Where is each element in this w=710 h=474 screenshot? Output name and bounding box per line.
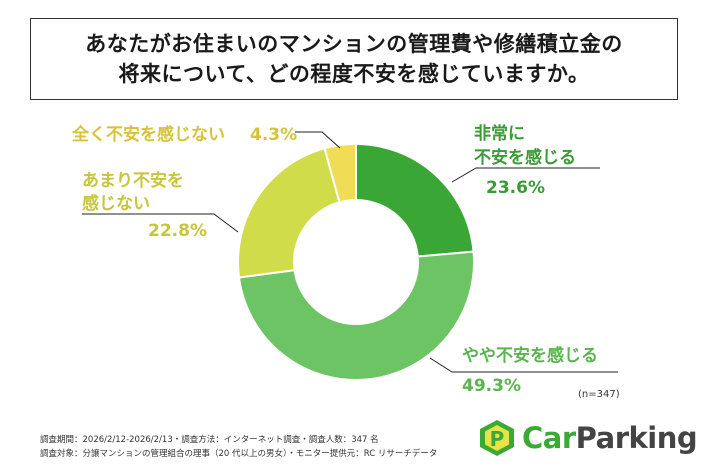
slice-value-not-anxious: 4.3% — [250, 125, 297, 145]
leader-somewhat-anxious — [429, 357, 618, 373]
slice-value-somewhat-anxious: 49.3% — [462, 376, 521, 396]
donut-slice-somewhat-anxious — [237, 250, 475, 381]
slice-label-very-anxious-2: 不安を感じる — [474, 147, 576, 168]
chart-title-line1: あなたがお住まいのマンションの管理費や修繕積立金の — [85, 32, 623, 56]
slice-label-not-very-anxious-2: 感じない — [82, 193, 150, 214]
sample-size: (n=347) — [578, 389, 620, 400]
logo-word-parking: Parking — [575, 421, 698, 455]
logo-word-car: Car — [522, 421, 576, 455]
slice-label-somewhat-anxious: やや不安を感じる — [462, 345, 598, 366]
donut-slice-not-anxious — [323, 142, 357, 204]
slice-label-not-anxious: 全く不安を感じない — [71, 124, 225, 145]
donut-slice-very-anxious — [355, 142, 475, 258]
title-box: あなたがお住まいのマンションの管理費や修繕積立金の 将来について、どの程度不安を… — [30, 18, 678, 100]
leader-not-very-anxious — [82, 213, 239, 233]
logo-wordmark: CarParking — [522, 421, 698, 455]
logo-mark-letter: P — [490, 427, 505, 451]
leader-not-anxious — [295, 131, 341, 149]
chart-title-line2: 将来について、どの程度不安を感じていますか。 — [118, 62, 590, 86]
carparking-logo: P CarParking — [478, 419, 698, 457]
leader-very-anxious — [451, 167, 600, 183]
survey-note-line2: 調査対象：分譲マンションの管理組合の理事（20 代以上の男女）・モニター提供元：… — [40, 449, 438, 459]
survey-note-line1: 調査期間：2026/2/12-2026/2/13・調査方法：インターネット調査・… — [40, 435, 379, 445]
slice-value-very-anxious: 23.6% — [486, 178, 545, 198]
slice-value-not-very-anxious: 22.8% — [148, 221, 207, 241]
slice-label-very-anxious-1: 非常に — [474, 123, 525, 144]
slice-label-not-very-anxious-1: あまり不安を — [82, 170, 184, 191]
donut-slice-not-very-anxious — [237, 147, 341, 279]
parking-p-icon: P — [480, 420, 514, 456]
